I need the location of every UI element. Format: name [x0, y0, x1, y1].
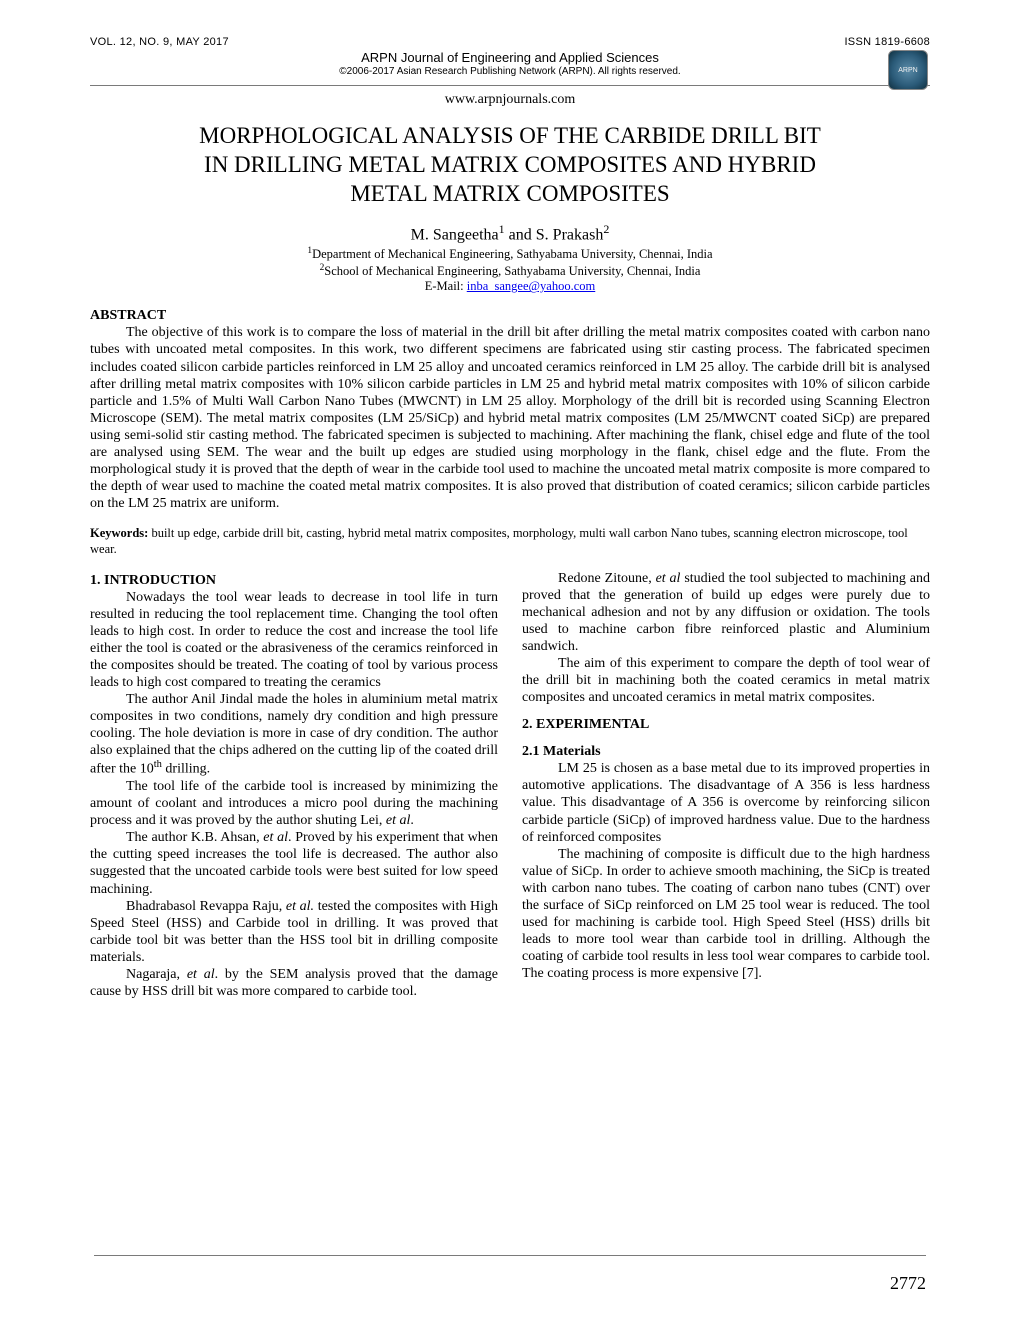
intro-p1: Nowadays the tool wear leads to decrease…	[90, 589, 498, 691]
author-and: and	[505, 227, 536, 244]
intro-p5: Bhadrabasol Revappa Raju, et al. tested …	[90, 898, 498, 966]
p3-i: et al	[386, 813, 411, 828]
p5-i: et al.	[286, 899, 314, 914]
keywords-text: built up edge, carbide drill bit, castin…	[90, 526, 908, 556]
affiliation-2: 2School of Mechanical Engineering, Sathy…	[90, 262, 930, 279]
author-2: S. Prakash	[536, 227, 604, 244]
aff2-text: School of Mechanical Engineering, Sathya…	[324, 264, 700, 278]
email-line: E-Mail: inba_sangee@yahoo.com	[90, 279, 930, 294]
intro-p3: The tool life of the carbide tool is inc…	[90, 778, 498, 829]
p5-a: Bhadrabasol Revappa Raju,	[126, 899, 286, 914]
title-line-1: MORPHOLOGICAL ANALYSIS OF THE CARBIDE DR…	[199, 123, 821, 148]
p2-a: The author Anil Jindal made the holes in…	[90, 692, 498, 777]
p3-b: .	[410, 813, 414, 828]
title-line-2: IN DRILLING METAL MATRIX COMPOSITES AND …	[204, 152, 816, 177]
intro-p4: The author K.B. Ahsan, et al. Proved by …	[90, 829, 498, 897]
aff1-text: Department of Mechanical Engineering, Sa…	[312, 247, 712, 261]
volume-line: VOL. 12, NO. 9, MAY 2017	[90, 36, 229, 48]
body-columns: 1. INTRODUCTION Nowadays the tool wear l…	[90, 570, 930, 1001]
exp-p10: The machining of composite is difficult …	[522, 846, 930, 983]
paper-title: MORPHOLOGICAL ANALYSIS OF THE CARBIDE DR…	[130, 122, 890, 208]
intro-p8: The aim of this experiment to compare th…	[522, 655, 930, 706]
p6-i: et al	[187, 967, 215, 982]
section-2-1-heading: 2.1 Materials	[522, 743, 930, 760]
p4-a: The author K.B. Ahsan,	[126, 830, 263, 845]
copyright-line: ©2006-2017 Asian Research Publishing Net…	[90, 66, 930, 77]
abstract-heading: ABSTRACT	[90, 308, 930, 324]
intro-p2: The author Anil Jindal made the holes in…	[90, 691, 498, 778]
journal-logo-icon: ARPN	[888, 50, 928, 90]
author-1: M. Sangeetha	[411, 227, 499, 244]
p4-i: et al	[263, 830, 288, 845]
keywords-block: Keywords: built up edge, carbide drill b…	[90, 526, 930, 557]
journal-url: www.arpnjournals.com	[90, 92, 930, 108]
intro-p6: Nagaraja, et al. by the SEM analysis pro…	[90, 966, 498, 1000]
header-divider	[90, 85, 930, 86]
exp-p9: LM 25 is chosen as a base metal due to i…	[522, 760, 930, 845]
abstract-text: The objective of this work is to compare…	[90, 324, 930, 512]
authors-line: M. Sangeetha1 and S. Prakash2	[90, 222, 930, 244]
intro-p7: Redone Zitoune, et al studied the tool s…	[522, 570, 930, 655]
p3-a: The tool life of the carbide tool is inc…	[90, 779, 498, 828]
title-line-3: METAL MATRIX COMPOSITES	[350, 181, 669, 206]
p2-sup: th	[154, 759, 162, 770]
keywords-label: Keywords:	[90, 526, 148, 540]
section-2-heading: 2. EXPERIMENTAL	[522, 716, 930, 733]
section-1-heading: 1. INTRODUCTION	[90, 572, 498, 589]
footer-divider	[94, 1255, 926, 1256]
p6-a: Nagaraja,	[126, 967, 187, 982]
affiliation-1: 1Department of Mechanical Engineering, S…	[90, 245, 930, 262]
p7-i: et al	[656, 571, 681, 586]
p2-b: drilling.	[162, 762, 210, 777]
issn-line: ISSN 1819-6608	[844, 36, 930, 48]
author-2-sup: 2	[603, 222, 609, 236]
email-label: E-Mail:	[425, 279, 467, 293]
p7-a: Redone Zitoune,	[558, 571, 656, 586]
author-email-link[interactable]: inba_sangee@yahoo.com	[467, 279, 596, 293]
journal-name: ARPN Journal of Engineering and Applied …	[90, 50, 930, 65]
page-number: 2772	[890, 1273, 926, 1294]
